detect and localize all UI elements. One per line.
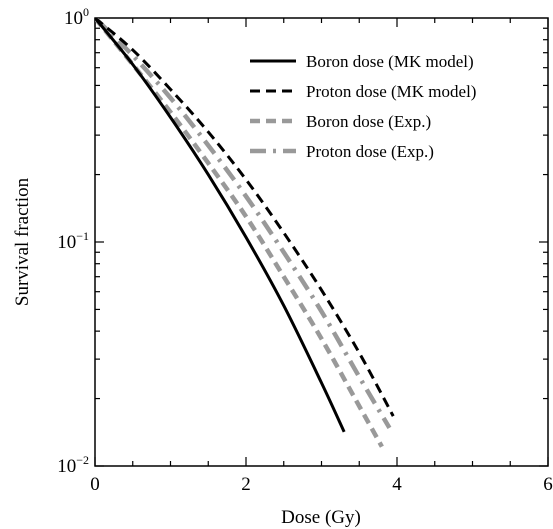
legend-label: Boron dose (Exp.) [306, 112, 431, 131]
legend-label: Proton dose (MK model) [306, 82, 476, 101]
y-tick-label: 10−1 [57, 229, 89, 253]
x-tick-label: 4 [392, 474, 402, 495]
series-line-4 [95, 18, 389, 428]
legend-label: Proton dose (Exp.) [306, 142, 434, 161]
x-axis-title: Dose (Gy) [281, 507, 361, 528]
x-tick-label: 2 [241, 474, 251, 495]
x-tick-labels: 0 2 4 6 [90, 474, 553, 495]
y-tick-labels: 100 10−1 10−2 [57, 5, 89, 477]
x-tick-label: 0 [90, 474, 100, 495]
y-axis-title: Survival fraction [12, 177, 33, 306]
series-line-1 [95, 18, 344, 432]
legend-label: Boron dose (MK model) [306, 52, 474, 71]
y-tick-label: 100 [64, 5, 89, 29]
legend: Boron dose (MK model) Proton dose (MK mod… [250, 52, 476, 161]
x-tick-label: 6 [543, 474, 553, 495]
y-tick-label: 10−2 [57, 453, 89, 477]
